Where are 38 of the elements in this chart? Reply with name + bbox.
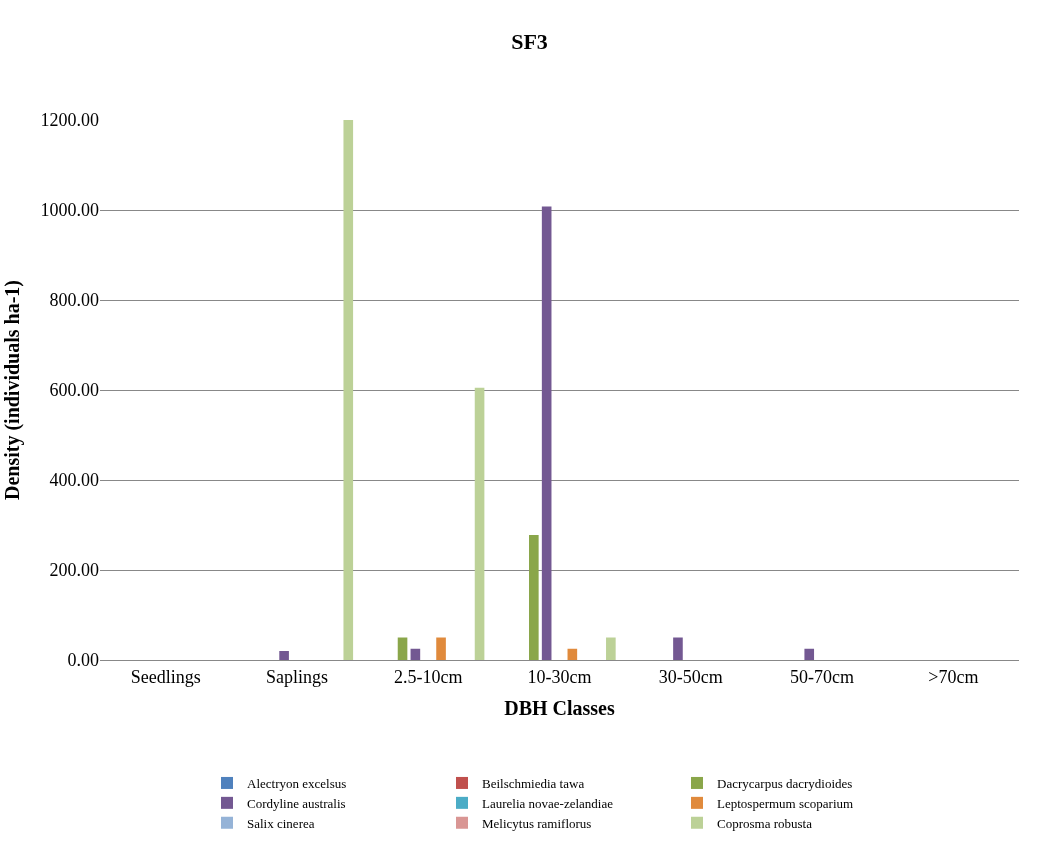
y-tick-label: 1000.00 — [40, 200, 99, 221]
bar — [804, 648, 815, 660]
bar — [606, 637, 616, 660]
x-tick-label: Saplings — [265, 666, 328, 687]
x-tick-label: Seedlings — [130, 666, 201, 687]
y-axis-title: Density (individuals ha-1) — [1, 279, 24, 501]
y-tick-label: 1200.00 — [40, 110, 99, 131]
bar — [529, 534, 539, 660]
legend-label: Beilschmiedia tawa — [482, 776, 585, 792]
bar — [397, 637, 408, 660]
x-tick-label: 30-50cm — [658, 666, 723, 687]
bar — [436, 637, 446, 660]
legend-label: Melicytus ramiflorus — [482, 815, 592, 831]
legend-label: Salix cinerea — [247, 815, 315, 831]
bar — [279, 651, 289, 660]
x-tick-label: >70cm — [928, 666, 979, 687]
y-tick-label: 400.00 — [49, 470, 99, 491]
legend-label: Dacrycarpus dacrydioides — [717, 776, 853, 792]
x-axis-title: DBH Classes — [504, 697, 615, 720]
x-tick-label: 50-70cm — [790, 666, 855, 687]
y-tick-label: 200.00 — [49, 560, 99, 581]
x-tick-label: 10-30cm — [527, 666, 592, 687]
legend-label: Laurelia novae-zelandiae — [482, 795, 614, 811]
bar — [567, 648, 578, 660]
y-tick-label: 600.00 — [49, 380, 99, 401]
x-tick-label: 2.5-10cm — [393, 666, 463, 687]
bar — [673, 637, 683, 660]
bar — [410, 648, 421, 660]
y-tick-label: 0.00 — [67, 650, 99, 671]
bar — [343, 120, 354, 660]
legend-label: Coprosma robusta — [717, 815, 813, 831]
legend-label: Leptospermum scoparium — [717, 795, 854, 811]
y-tick-label: 800.00 — [49, 290, 99, 311]
legend-label: Cordyline australis — [247, 795, 346, 811]
legend-label: Alectryon excelsus — [247, 776, 347, 792]
chart-title: SF3 — [511, 29, 548, 55]
bar — [474, 387, 485, 660]
bar — [541, 206, 552, 660]
